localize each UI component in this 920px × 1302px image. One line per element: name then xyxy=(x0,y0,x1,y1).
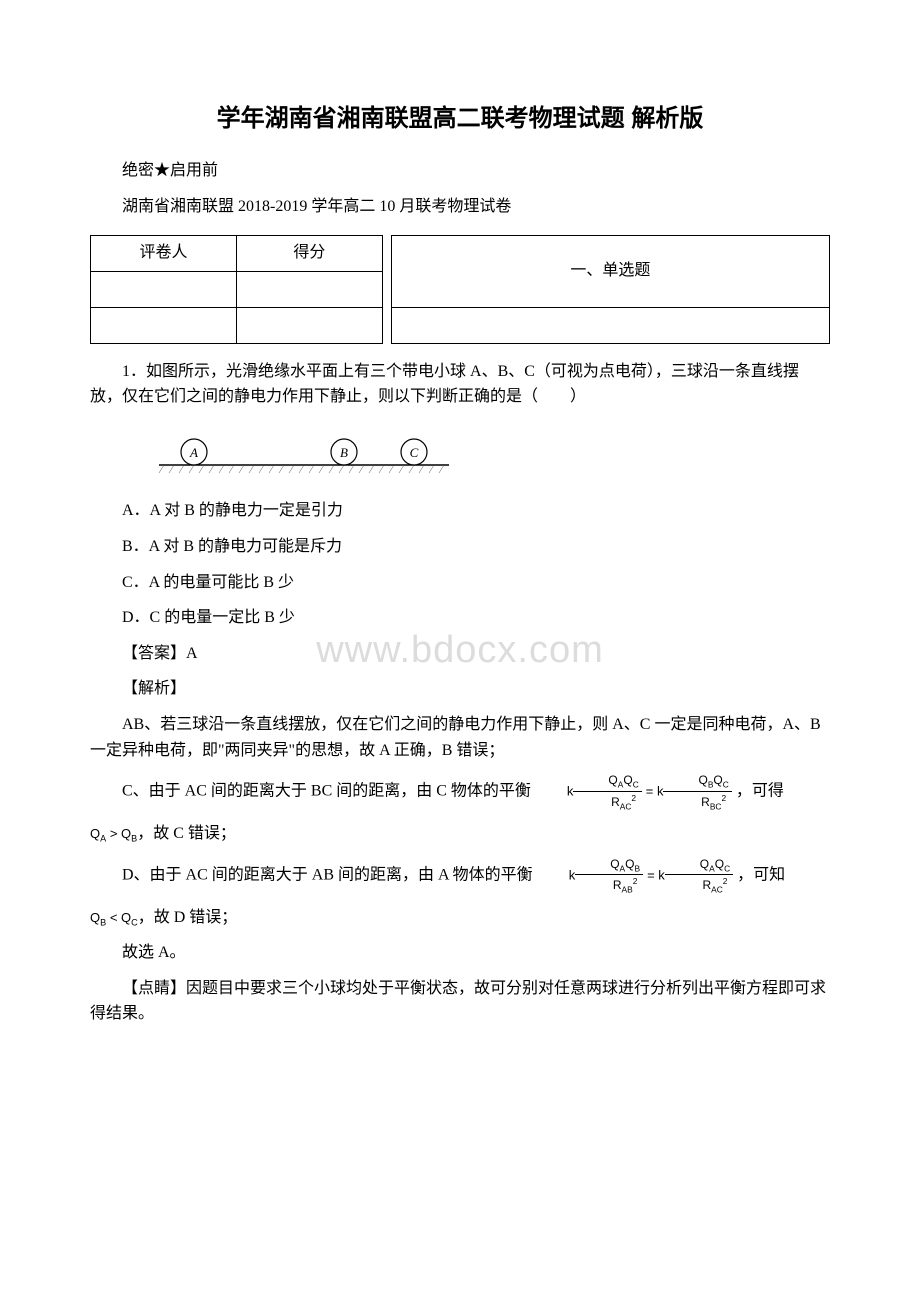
svg-text:C: C xyxy=(410,445,419,460)
formula-d-balance: kQAQBRAB2 = kQAQCRAC2 xyxy=(537,857,733,895)
analysis-conclusion: 故选 A。 xyxy=(90,940,830,966)
analysis-d-result-post: ，故 D 错误； xyxy=(138,909,238,926)
score-header-reviewer: 评卷人 xyxy=(91,235,237,271)
question-number: 1． xyxy=(122,363,146,380)
section-label: 一、单选题 xyxy=(391,235,829,307)
option-a: A．A 对 B 的静电力一定是引力 xyxy=(90,498,830,524)
formula-qb-lt-qc: QB < QC xyxy=(90,910,138,925)
exam-subtitle: 湖南省湘南联盟 2018-2019 学年高二 10 月联考物理试卷 xyxy=(90,194,830,220)
analysis-c-line: C、由于 AC 间的距离大于 BC 间的距离，由 C 物体的平衡 kQAQCRA… xyxy=(90,773,830,811)
score-cell-score-2 xyxy=(236,307,382,343)
option-c: C．A 的电量可能比 B 少 xyxy=(90,570,830,596)
analysis-c-result-post: ，故 C 错误； xyxy=(137,825,236,842)
analysis-d-line: D、由于 AC 间的距离大于 AB 间的距离，由 A 物体的平衡 kQAQBRA… xyxy=(90,857,830,895)
page-title: 学年湖南省湘南联盟高二联考物理试题 解析版 xyxy=(90,100,830,138)
analysis-c-pre: C、由于 AC 间的距离大于 BC 间的距离，由 C 物体的平衡 xyxy=(122,783,531,800)
section-empty xyxy=(391,307,829,343)
section-table: 一、单选题 xyxy=(391,235,830,344)
answer-label: 【答案】A xyxy=(90,641,830,667)
score-cell-score xyxy=(236,271,382,307)
tip-paragraph: 【点睛】因题目中要求三个小球均处于平衡状态，故可分别对任意两球进行分析列出平衡方… xyxy=(90,976,830,1027)
question-body: 如图所示，光滑绝缘水平面上有三个带电小球 A、B、C（可视为点电荷），三球沿一条… xyxy=(90,363,799,406)
secrecy-label: 绝密★启用前 xyxy=(90,158,830,184)
analysis-label: 【解析】 xyxy=(90,676,830,702)
score-header-score: 得分 xyxy=(236,235,382,271)
analysis-d-result: QB < QC，故 D 错误； xyxy=(90,905,830,931)
formula-qa-gt-qb: QA > QB xyxy=(90,826,137,841)
score-table: 评卷人 得分 xyxy=(90,235,383,344)
option-b: B．A 对 B 的静电力可能是斥力 xyxy=(90,534,830,560)
option-d: D．C 的电量一定比 B 少 xyxy=(90,605,830,631)
analysis-d-post: ，可知 xyxy=(737,866,785,883)
tip-label: 【点睛】 xyxy=(122,980,186,997)
analysis-ab: AB、若三球沿一条直线摆放，仅在它们之间的静电力作用下静止，则 A、C 一定是同… xyxy=(90,712,830,763)
formula-c-balance: kQAQCRAC2 = kQBQCRBC2 xyxy=(535,773,732,811)
score-cell-reviewer-2 xyxy=(91,307,237,343)
tip-text: 因题目中要求三个小球均处于平衡状态，故可分别对任意两球进行分析列出平衡方程即可求… xyxy=(90,980,826,1023)
header-tables: 评卷人 得分 一、单选题 xyxy=(90,235,830,344)
question-text: 1．如图所示，光滑绝缘水平面上有三个带电小球 A、B、C（可视为点电荷），三球沿… xyxy=(90,359,830,410)
svg-text:A: A xyxy=(189,445,198,460)
svg-text:B: B xyxy=(340,445,348,460)
score-cell-reviewer xyxy=(91,271,237,307)
analysis-d-pre: D、由于 AC 间的距离大于 AB 间的距离，由 A 物体的平衡 xyxy=(122,866,533,883)
analysis-c-result: QA > QB，故 C 错误； xyxy=(90,821,830,847)
analysis-c-post: ，可得 xyxy=(736,783,784,800)
question-diagram: A B C xyxy=(154,425,454,484)
